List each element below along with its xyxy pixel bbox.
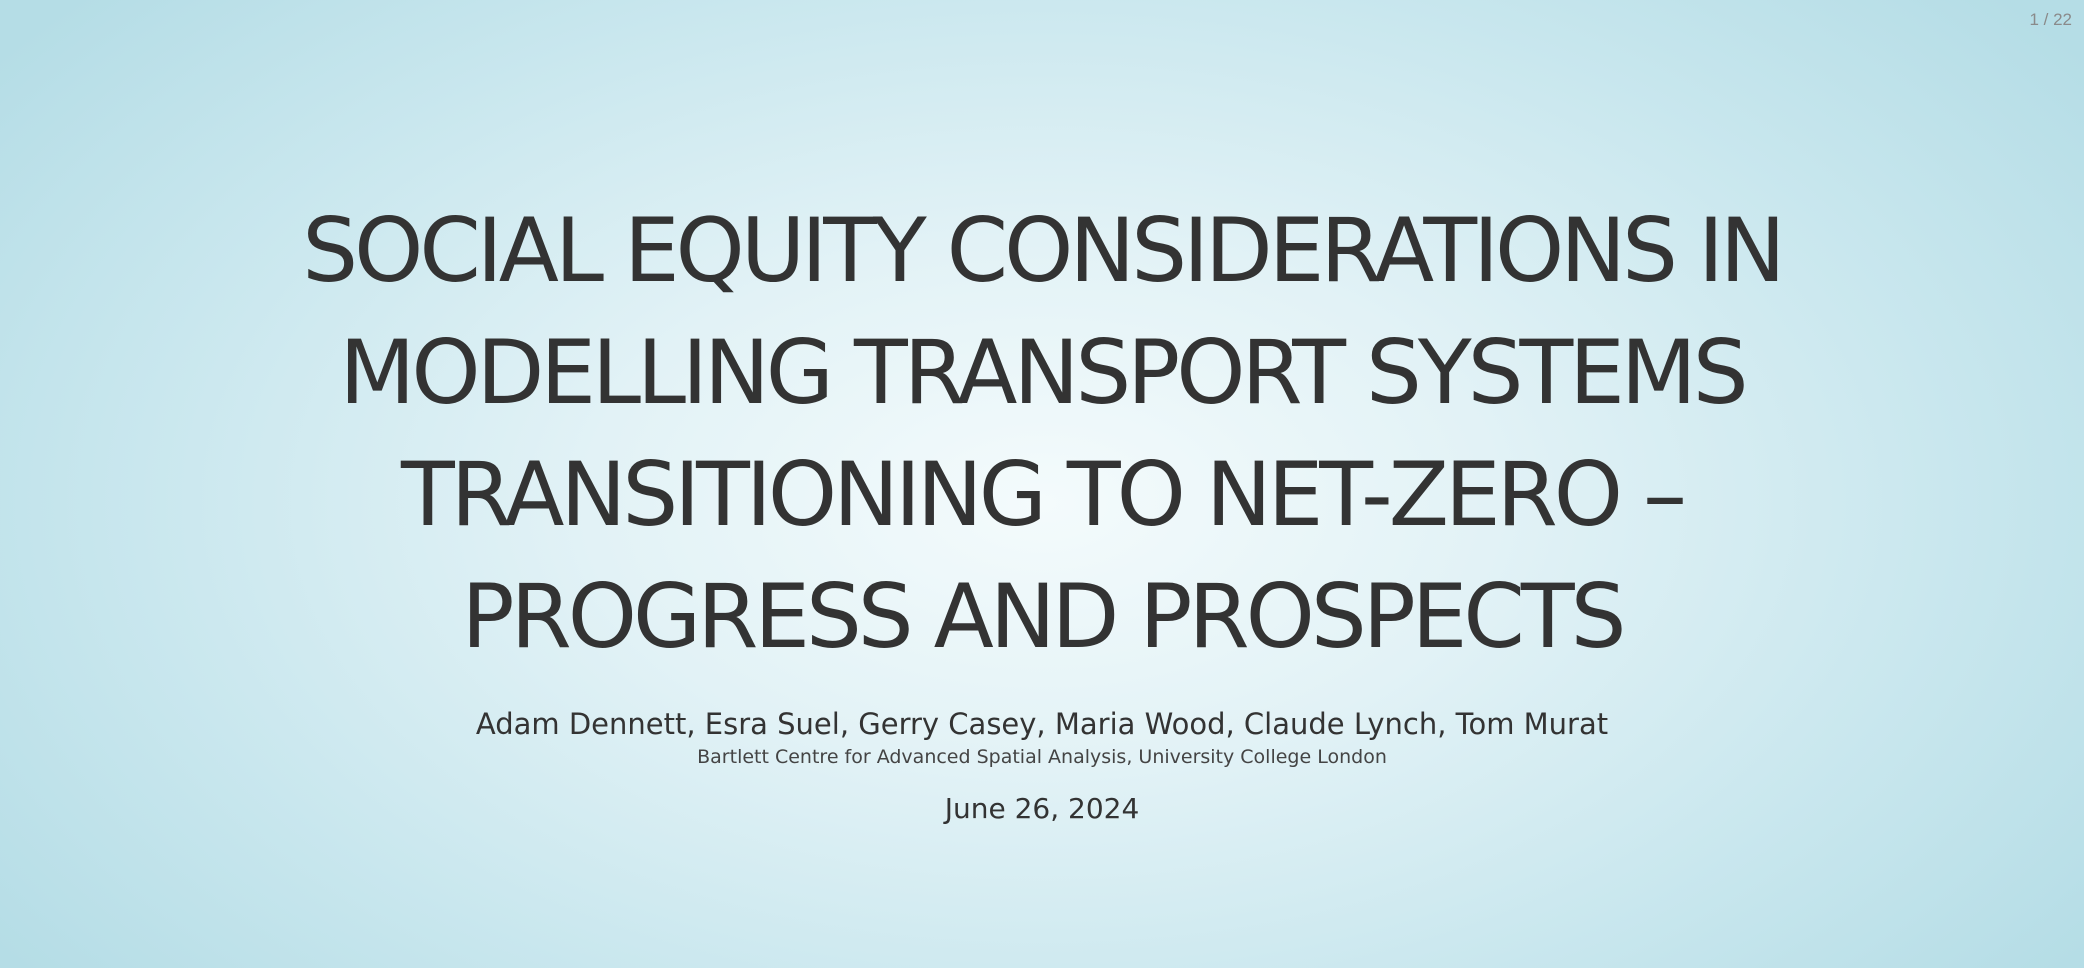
slide-institute: Bartlett Centre for Advanced Spatial Ana… xyxy=(697,746,1387,768)
slide-authors: Adam Dennett, Esra Suel, Gerry Casey, Ma… xyxy=(475,707,1609,741)
slide-title: SOCIAL EQUITY CONSIDERATIONS IN MODELLIN… xyxy=(302,199,1786,668)
title-slide: SOCIAL EQUITY CONSIDERATIONS IN MODELLIN… xyxy=(0,190,2084,826)
slide-counter: 1 / 22 xyxy=(2029,10,2072,29)
slide-date: June 26, 2024 xyxy=(944,792,1140,825)
